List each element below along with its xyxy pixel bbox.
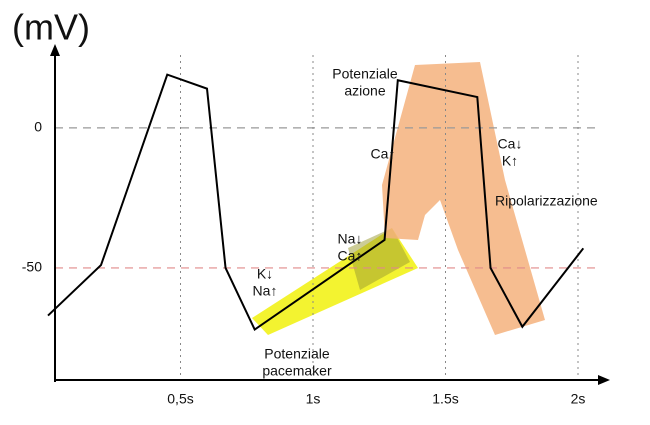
y-tick-label: -50 xyxy=(22,259,42,275)
action-highlight xyxy=(382,62,545,335)
line xyxy=(47,73,585,332)
overlap-highlight xyxy=(348,228,410,290)
y-tick-label: 0 xyxy=(34,119,42,135)
annotation: azione xyxy=(344,83,385,99)
grid xyxy=(55,55,600,380)
annotation: Ca↓ xyxy=(498,136,523,152)
annotation: Potenziale xyxy=(264,346,330,362)
x-arrow xyxy=(598,375,610,385)
x-tick-label: 1s xyxy=(306,391,321,407)
annotation: Ripolarizzazione xyxy=(495,193,598,209)
x-tick-label: 1.5s xyxy=(432,391,458,407)
annotation: Potenziale xyxy=(332,66,398,82)
annotation: K↓ xyxy=(257,266,273,282)
y-arrow xyxy=(50,44,60,56)
annotation: K↑ xyxy=(502,153,518,169)
x-tick-label: 2s xyxy=(571,391,586,407)
x-tick-label: 0,5s xyxy=(167,391,193,407)
annotation: Ca↑ xyxy=(371,146,396,162)
annotation: Ca↑ xyxy=(338,248,363,264)
annotation: Na↑ xyxy=(253,283,278,299)
annotation: pacemaker xyxy=(262,363,332,379)
y-axis-label: (mV) xyxy=(12,7,90,48)
annotation: Na↓ xyxy=(338,231,363,247)
